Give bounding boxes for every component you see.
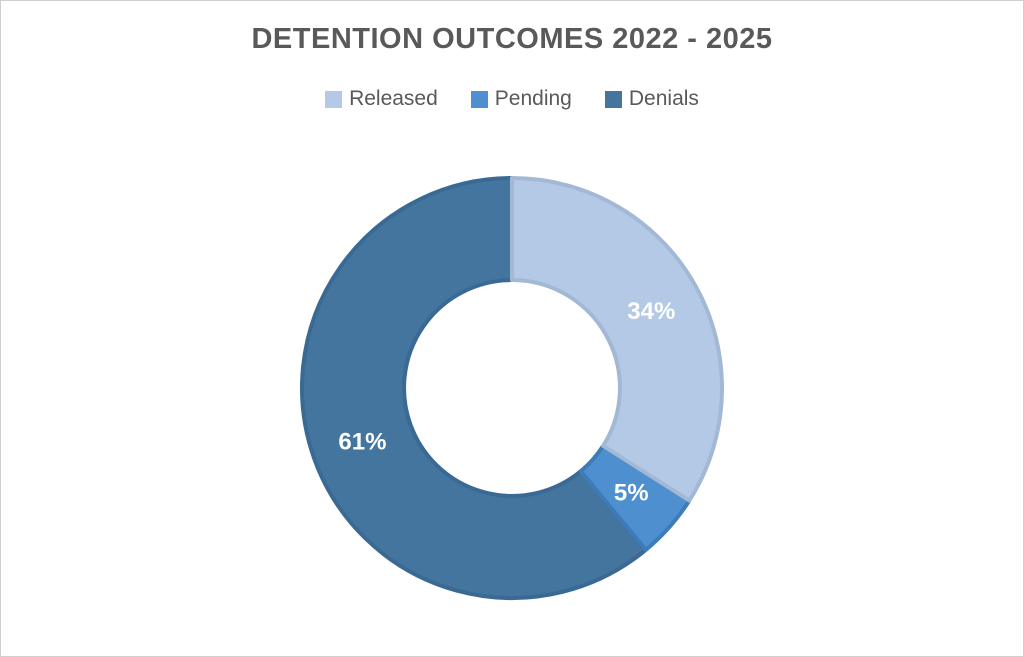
slice-label-pending: 5% bbox=[614, 480, 649, 507]
donut-slice-released bbox=[510, 176, 724, 503]
legend-item-denials: Denials bbox=[604, 87, 699, 111]
legend-swatch-pending bbox=[470, 90, 488, 108]
legend-label-denials: Denials bbox=[628, 87, 699, 110]
legend-item-released: Released bbox=[325, 87, 438, 111]
donut-chart: 34% 5% 61% bbox=[300, 176, 724, 600]
slice-label-released: 34% bbox=[627, 298, 675, 325]
chart-legend: Released Pending Denials bbox=[1, 87, 1023, 111]
legend-swatch-denials bbox=[604, 90, 622, 108]
legend-item-pending: Pending bbox=[470, 87, 572, 111]
legend-swatch-released bbox=[325, 90, 343, 108]
legend-label-released: Released bbox=[349, 87, 438, 110]
slice-label-denials: 61% bbox=[338, 428, 386, 455]
donut-slice-denials bbox=[300, 176, 648, 600]
donut-slice-pending bbox=[578, 443, 692, 552]
legend-label-pending: Pending bbox=[494, 87, 572, 110]
chart-title: DETENTION OUTCOMES 2022 - 2025 bbox=[251, 23, 773, 55]
